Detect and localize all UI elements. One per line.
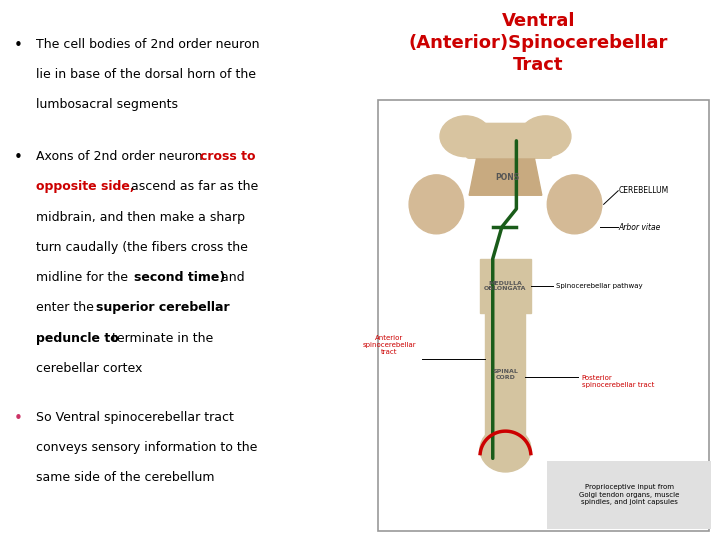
Text: Axons of 2nd order neuron: Axons of 2nd order neuron	[36, 150, 206, 163]
Text: lumbosacral segments: lumbosacral segments	[36, 98, 178, 111]
Text: PONS: PONS	[495, 173, 519, 181]
Text: So Ventral spinocerebellar tract: So Ventral spinocerebellar tract	[36, 411, 233, 424]
Ellipse shape	[409, 175, 464, 234]
Text: Ventral
(Anterior)Spinocerebellar
Tract: Ventral (Anterior)Spinocerebellar Tract	[408, 12, 668, 75]
Text: and: and	[217, 271, 245, 284]
Polygon shape	[469, 159, 542, 195]
Text: Proprioceptive input from
Golgi tendon organs, muscle
spindles, and joint capsul: Proprioceptive input from Golgi tendon o…	[579, 484, 679, 505]
Text: second time): second time)	[135, 271, 225, 284]
Text: opposite side,: opposite side,	[36, 180, 134, 193]
Text: enter the: enter the	[36, 301, 97, 314]
Text: SPINAL
CORD: SPINAL CORD	[492, 369, 518, 380]
Text: cross to: cross to	[200, 150, 256, 163]
Ellipse shape	[520, 116, 571, 157]
Text: same side of the cerebellum: same side of the cerebellum	[36, 471, 214, 484]
Text: MEDULLA
OBLONGATA: MEDULLA OBLONGATA	[485, 281, 527, 292]
Text: •: •	[14, 150, 22, 165]
FancyBboxPatch shape	[378, 100, 709, 531]
Ellipse shape	[547, 175, 602, 234]
Ellipse shape	[480, 427, 531, 472]
FancyBboxPatch shape	[465, 123, 553, 159]
Text: Posterior
spinocerebellar tract: Posterior spinocerebellar tract	[582, 375, 654, 388]
Text: Anterior
spinocerebellar
tract: Anterior spinocerebellar tract	[362, 335, 416, 355]
Polygon shape	[485, 313, 526, 436]
FancyBboxPatch shape	[547, 461, 711, 529]
Text: Arbor vitae: Arbor vitae	[618, 222, 660, 232]
Text: midbrain, and then make a sharp: midbrain, and then make a sharp	[36, 211, 245, 224]
Text: midline for the: midline for the	[36, 271, 132, 284]
Text: turn caudally (the fibers cross the: turn caudally (the fibers cross the	[36, 241, 248, 254]
Ellipse shape	[440, 116, 491, 157]
Text: cerebellar cortex: cerebellar cortex	[36, 362, 142, 375]
Text: superior cerebellar: superior cerebellar	[96, 301, 229, 314]
Text: peduncle to: peduncle to	[36, 332, 118, 345]
Text: terminate in the: terminate in the	[107, 332, 213, 345]
Text: Spinocerebellar pathway: Spinocerebellar pathway	[557, 283, 643, 289]
Text: conveys sensory information to the: conveys sensory information to the	[36, 441, 257, 454]
Text: ascend as far as the: ascend as far as the	[127, 180, 258, 193]
Text: •: •	[14, 411, 22, 426]
Text: CEREBELLUM: CEREBELLUM	[618, 186, 668, 195]
Text: The cell bodies of 2nd order neuron: The cell bodies of 2nd order neuron	[36, 38, 259, 51]
Text: lie in base of the dorsal horn of the: lie in base of the dorsal horn of the	[36, 68, 256, 81]
Text: •: •	[14, 38, 22, 53]
Polygon shape	[480, 259, 531, 313]
